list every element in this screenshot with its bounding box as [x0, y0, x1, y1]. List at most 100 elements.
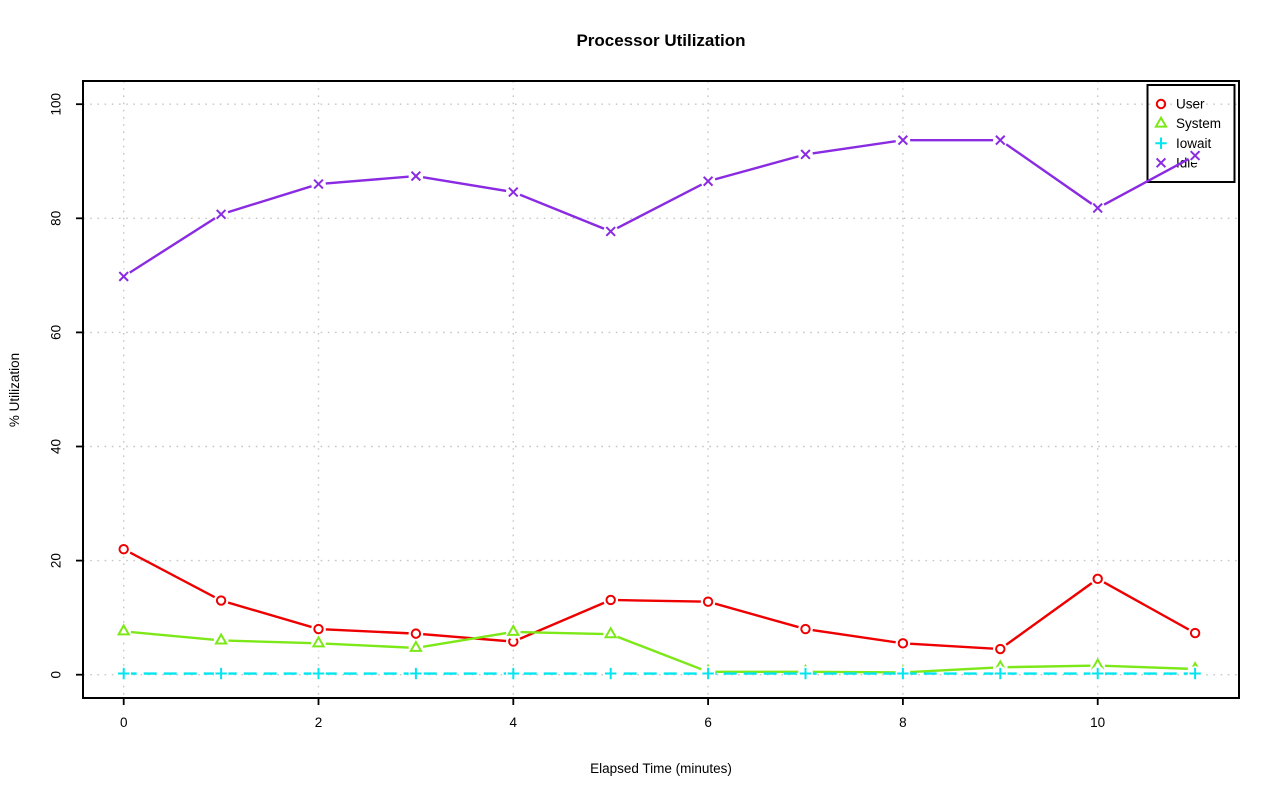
- plus-marker-icon: [117, 667, 130, 680]
- series-user-marker: [215, 595, 227, 606]
- plus-marker-icon: [1189, 667, 1201, 680]
- plus-marker-icon: [507, 667, 519, 680]
- circle-marker-icon: [1155, 98, 1167, 110]
- series-iowait-marker: [1091, 667, 1104, 680]
- series-system-marker: [506, 624, 521, 636]
- series-idle-marker: [702, 176, 714, 187]
- series-user-marker: [702, 596, 714, 607]
- series-user-marker: [118, 544, 129, 555]
- x-axis-title: Elapsed Time (minutes): [590, 761, 732, 776]
- series-idle-marker: [1189, 150, 1201, 161]
- x-tick-label: 2: [315, 715, 323, 730]
- series-system-marker: [311, 635, 326, 648]
- series-iowait-marker: [605, 667, 617, 680]
- series-iowait-marker: [994, 667, 1006, 680]
- plus-marker-icon: [799, 667, 812, 680]
- x-marker-icon: [118, 271, 129, 282]
- series-iowait-marker: [312, 667, 325, 680]
- y-axis-title: % Utilization: [7, 352, 22, 428]
- legend-symbol-idle: [1155, 157, 1167, 168]
- series-system-marker: [603, 626, 618, 639]
- x-marker-icon: [800, 149, 811, 160]
- series-system-marker: [116, 623, 131, 636]
- x-marker-icon: [508, 186, 519, 198]
- legend-label-system: System: [1176, 116, 1221, 131]
- series-iowait-marker: [507, 667, 519, 680]
- series-idle-marker: [313, 178, 324, 190]
- series-user-marker: [313, 623, 324, 635]
- circle-marker-icon: [1092, 573, 1103, 585]
- legend-symbol-user: [1155, 98, 1167, 110]
- circle-marker-icon: [313, 623, 324, 635]
- plus-marker-icon: [410, 667, 422, 680]
- x-marker-icon: [897, 135, 909, 146]
- series-user-marker: [410, 628, 422, 639]
- y-tick-label: 60: [49, 325, 64, 340]
- x-marker-icon: [313, 178, 324, 190]
- series-user-marker: [605, 594, 616, 606]
- plus-marker-icon: [312, 667, 325, 680]
- y-tick-label: 0: [49, 671, 64, 679]
- y-tick-label: 80: [49, 211, 64, 226]
- x-tick-label: 8: [899, 715, 907, 730]
- series-iowait-marker: [215, 667, 227, 680]
- plus-marker-icon: [1155, 137, 1167, 149]
- x-tick-label: 0: [120, 715, 128, 730]
- x-marker-icon: [410, 170, 422, 182]
- series-idle-marker: [118, 271, 129, 282]
- circle-marker-icon: [800, 623, 811, 635]
- x-tick-label: 4: [510, 715, 518, 730]
- plus-marker-icon: [215, 667, 227, 680]
- legend-symbol-system: [1154, 115, 1168, 128]
- triangle-marker-icon: [214, 632, 228, 645]
- y-tick-label: 20: [49, 553, 64, 568]
- series-system-marker: [409, 639, 423, 652]
- triangle-marker-icon: [603, 626, 618, 639]
- triangle-marker-icon: [506, 624, 521, 636]
- y-tick-label: 40: [49, 439, 64, 454]
- circle-marker-icon: [605, 594, 616, 606]
- circle-marker-icon: [1189, 627, 1201, 639]
- series-idle-marker: [605, 226, 616, 237]
- chart-title: Processor Utilization: [576, 31, 746, 50]
- series-system-marker: [214, 632, 228, 645]
- x-marker-icon: [995, 135, 1006, 146]
- series-user-marker: [897, 638, 909, 649]
- legend-box: [1146, 84, 1236, 183]
- series-user-marker: [1189, 627, 1201, 639]
- plus-marker-icon: [994, 667, 1006, 680]
- triangle-marker-icon: [116, 623, 131, 636]
- series-idle-marker: [410, 170, 422, 182]
- series-idle-marker: [1092, 202, 1103, 214]
- series-iowait-marker: [1189, 667, 1201, 680]
- circle-marker-icon: [897, 638, 909, 649]
- series-iowait-marker: [799, 667, 812, 680]
- x-marker-icon: [605, 226, 616, 237]
- plus-marker-icon: [1091, 667, 1104, 680]
- series-user-marker: [800, 623, 811, 635]
- x-marker-icon: [215, 209, 227, 220]
- series-user-marker: [1092, 573, 1103, 585]
- legend-symbol-iowait: [1155, 137, 1167, 149]
- series-system-line: [123, 630, 1196, 674]
- triangle-marker-icon: [409, 639, 423, 652]
- circle-marker-icon: [215, 595, 227, 606]
- x-tick-label: 6: [704, 715, 712, 730]
- series-idle-marker: [800, 149, 811, 160]
- x-tick-label: 10: [1090, 715, 1105, 730]
- x-marker-icon: [1092, 202, 1103, 214]
- series-idle-marker: [508, 186, 519, 198]
- triangle-marker-icon: [311, 635, 326, 648]
- x-marker-icon: [1189, 150, 1201, 161]
- circle-marker-icon: [995, 643, 1006, 655]
- plus-marker-icon: [702, 667, 714, 680]
- x-marker-icon: [1155, 157, 1167, 168]
- series-iowait-marker: [410, 667, 422, 680]
- series-idle-line: [123, 138, 1196, 278]
- series-iowait-marker: [117, 667, 130, 680]
- series-idle-marker: [215, 209, 227, 220]
- triangle-marker-icon: [1154, 115, 1168, 128]
- y-tick-label: 100: [49, 93, 64, 116]
